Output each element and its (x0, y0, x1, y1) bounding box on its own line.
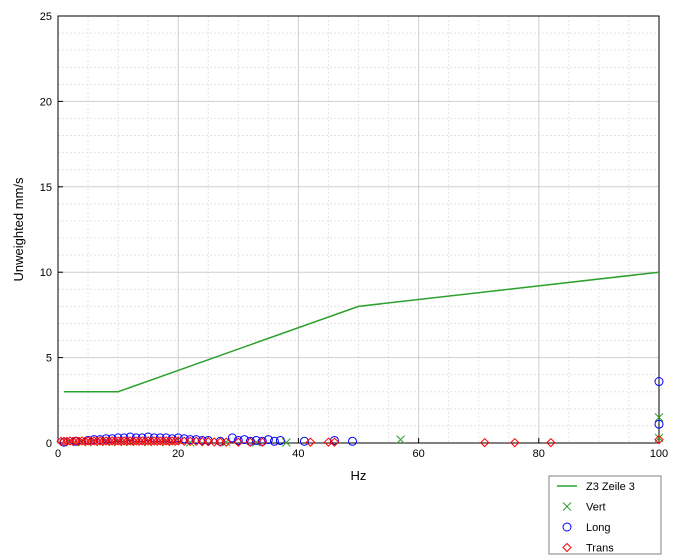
x-tick-labels: 0 20 40 60 80 100 (55, 448, 668, 460)
data-point-trans (329, 437, 340, 447)
data-point-trans (233, 437, 244, 447)
data-point-long (275, 435, 285, 445)
data-point-long (269, 436, 279, 446)
legend-item-trans: Trans (562, 542, 614, 555)
data-point-vert (396, 435, 405, 444)
data-point-long (654, 419, 664, 429)
x-tick-label: 100 (650, 448, 668, 460)
x-tick-label: 40 (292, 448, 304, 460)
data-point-long (233, 435, 243, 445)
y-tick-label: 20 (40, 96, 52, 108)
data-point-trans (510, 437, 520, 448)
data-point-trans (654, 434, 664, 445)
y-axis-title: Unweighted mm/s (11, 177, 26, 282)
y-tick-label: 25 (40, 11, 52, 23)
legend-item-z3-zeile-3: Z3 Zeile 3 (557, 481, 635, 493)
y-tick-labels: 0 5 10 15 20 25 (40, 11, 52, 450)
legend-label: Long (586, 522, 610, 534)
data-point-long (125, 432, 135, 442)
legend-box (548, 475, 662, 555)
x-tick-label: 0 (55, 448, 61, 460)
data-point-trans (191, 436, 201, 446)
series-trans (56, 434, 664, 448)
x-marker-stroke (282, 438, 291, 447)
x-tick-label: 60 (412, 448, 424, 460)
data-point-long (59, 437, 69, 447)
data-point-long (347, 436, 357, 446)
legend-swatch-marker (562, 542, 572, 553)
x-marker-stroke (654, 413, 664, 422)
major-grid (58, 16, 659, 443)
data-point-long (257, 436, 267, 446)
data-point-long (197, 435, 207, 445)
data-point-trans (245, 437, 256, 447)
legend-item-vert: Vert (562, 502, 606, 514)
data-point-long (215, 436, 225, 446)
y-tick-label: 5 (46, 353, 52, 365)
legend-swatch-marker (562, 502, 572, 511)
data-point-long (299, 436, 309, 446)
x-marker-stroke (396, 435, 405, 444)
data-point-long (227, 433, 237, 443)
legend-label: Z3 Zeile 3 (586, 481, 635, 493)
x-axis-title: Hz (351, 468, 367, 483)
series-line-z3-zeile-3 (64, 271, 660, 393)
data-point-trans (170, 436, 180, 446)
data-point-vert (654, 413, 664, 422)
legend-item-long: Long (562, 522, 610, 534)
data-point-trans (221, 437, 231, 447)
data-point-trans (173, 436, 183, 446)
plot-frame (57, 15, 660, 444)
y-tick-label: 0 (46, 438, 52, 450)
data-point-trans (203, 436, 213, 447)
legend-label: Vert (586, 502, 606, 514)
data-point-trans (209, 437, 219, 447)
legend-items: Z3 Zeile 3 Vert Long Trans (557, 481, 635, 555)
legend-swatch-marker (562, 522, 572, 532)
minor-grid (58, 16, 659, 443)
data-point-long (245, 436, 255, 446)
x-marker-stroke (562, 502, 572, 511)
x-tick-label: 80 (533, 448, 545, 460)
series-layer (56, 271, 664, 448)
data-point-trans (305, 437, 316, 447)
legend: Z3 Zeile 3 Vert Long Trans (548, 475, 662, 555)
x-tick-label: 20 (172, 448, 184, 460)
y-tick-label: 10 (40, 267, 52, 279)
y-tick-label: 15 (40, 182, 52, 194)
series-long (59, 377, 664, 447)
data-point-trans (480, 437, 490, 448)
series-z3-zeile-3 (64, 271, 660, 393)
data-point-long (654, 377, 664, 387)
data-point-trans (546, 437, 556, 448)
legend-label: Trans (586, 543, 614, 555)
data-point-long (143, 432, 153, 442)
data-point-trans (257, 437, 268, 447)
data-point-vert (282, 438, 291, 447)
